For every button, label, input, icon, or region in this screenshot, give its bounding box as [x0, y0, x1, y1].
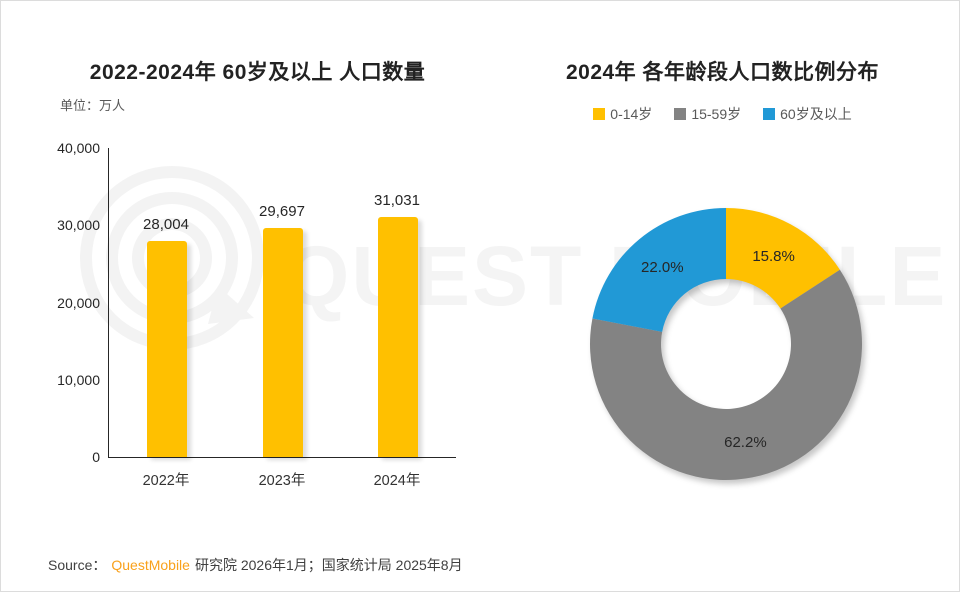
- y-axis-tick-label: 10,000: [57, 371, 100, 388]
- donut-segment: [726, 208, 840, 309]
- legend-swatch: [674, 108, 687, 120]
- source-prefix: Source：: [48, 557, 107, 573]
- legend-item: 15-59岁: [674, 104, 741, 124]
- legend-label: 15-59岁: [691, 106, 742, 122]
- x-axis-label: 2024年: [373, 473, 421, 489]
- bar: [147, 241, 187, 457]
- donut-segment-label: 22.0%: [641, 259, 684, 276]
- source-line: Source： QuestMobile 研究院 2026年1月；国家统计局 20…: [48, 555, 463, 575]
- y-axis-tick-label: 0: [92, 449, 100, 465]
- legend-label: 0-14岁: [610, 106, 653, 122]
- bar: [378, 217, 418, 457]
- bar: [263, 228, 303, 457]
- source-brand: QuestMobile: [111, 557, 190, 573]
- legend-label: 60岁及以上: [780, 106, 852, 122]
- source-suffix: 研究院 2026年1月；国家统计局 2025年8月: [194, 557, 463, 573]
- y-axis-tick-label: 40,000: [57, 140, 100, 156]
- donut-segment-label: 62.2%: [724, 434, 767, 451]
- bar-chart-panel: 2022-2024年 60岁及以上 人口数量 单位：万人 0 10,000 20,0…: [57, 0, 456, 520]
- donut-segment: [592, 208, 726, 332]
- donut-chart: 15.8% 62.2% 22.0%: [586, 204, 866, 484]
- bar-chart-unit-label: 单位：万人: [60, 98, 126, 113]
- bar-value-label: 31,031: [374, 192, 420, 209]
- y-axis-tick-label: 30,000: [57, 217, 100, 234]
- x-axis-label: 2022年: [142, 473, 190, 489]
- donut-chart-title: 2024年 各年龄段人口数比例分布: [565, 61, 880, 84]
- bar-value-label: 28,004: [143, 216, 189, 233]
- legend-item: 60岁及以上: [763, 104, 852, 124]
- bar-value-label: 29,697: [259, 203, 305, 220]
- y-axis-tick-label: 20,000: [57, 294, 100, 311]
- legend-item: 0-14岁: [593, 104, 652, 124]
- legend-swatch: [593, 108, 606, 120]
- bar-chart-title: 2022-2024年 60岁及以上 人口数量: [89, 61, 426, 84]
- donut-segment: [590, 269, 863, 481]
- donut-chart-panel: 2024年 各年龄段人口数比例分布 0-14岁 15-59岁 60岁及以上 15.8…: [530, 0, 915, 520]
- donut-segment-label: 15.8%: [752, 248, 795, 265]
- x-axis-label: 2023年: [258, 473, 306, 489]
- legend-swatch: [763, 108, 776, 120]
- legend: 0-14岁 15-59岁 60岁及以上: [530, 104, 915, 124]
